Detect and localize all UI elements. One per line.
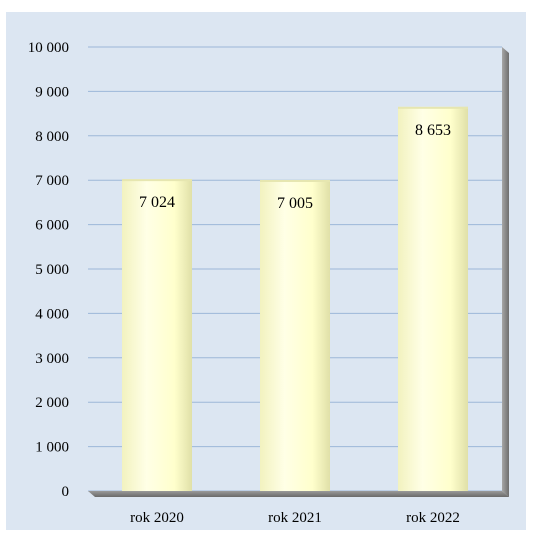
data-label: 8 653 [415,122,451,139]
bar-top-2 [398,106,468,109]
bar-top-0 [122,179,192,182]
x-category-label: rok 2022 [406,510,460,526]
y-tick-label: 4 000 [35,306,69,322]
bar-rok-2021 [260,179,330,491]
y-tick-label: 2 000 [35,395,69,411]
y-axis-ticks: 0 1 000 2 000 3 000 4 000 5 000 6 000 7 000 8 00… [28,40,69,500]
y-tick-label: 9 000 [35,84,69,100]
y-tick-label: 6 000 [35,218,69,234]
y-tick-label: 5 000 [35,262,69,278]
bar-rok-2020 [122,179,192,491]
floor [88,491,509,497]
bar-rok-2022 [398,106,468,492]
x-category-label: rok 2020 [130,510,184,526]
y-tick-label: 8 000 [35,129,69,145]
x-category-label: rok 2021 [268,510,322,526]
bar-top-1 [260,179,330,182]
y-tick-label: 10 000 [28,40,69,56]
y-tick-label: 0 [62,484,70,500]
data-labels: 7 024 7 005 8 653 [139,122,451,212]
data-label: 7 024 [139,194,175,211]
side-wall [502,47,509,497]
y-tick-label: 1 000 [35,440,69,456]
bars [122,106,468,492]
data-label: 7 005 [277,195,313,212]
y-tick-label: 3 000 [35,351,69,367]
plot-wall [88,47,509,497]
x-axis-categories: rok 2020 rok 2021 rok 2022 [130,510,460,526]
y-tick-label: 7 000 [35,173,69,189]
